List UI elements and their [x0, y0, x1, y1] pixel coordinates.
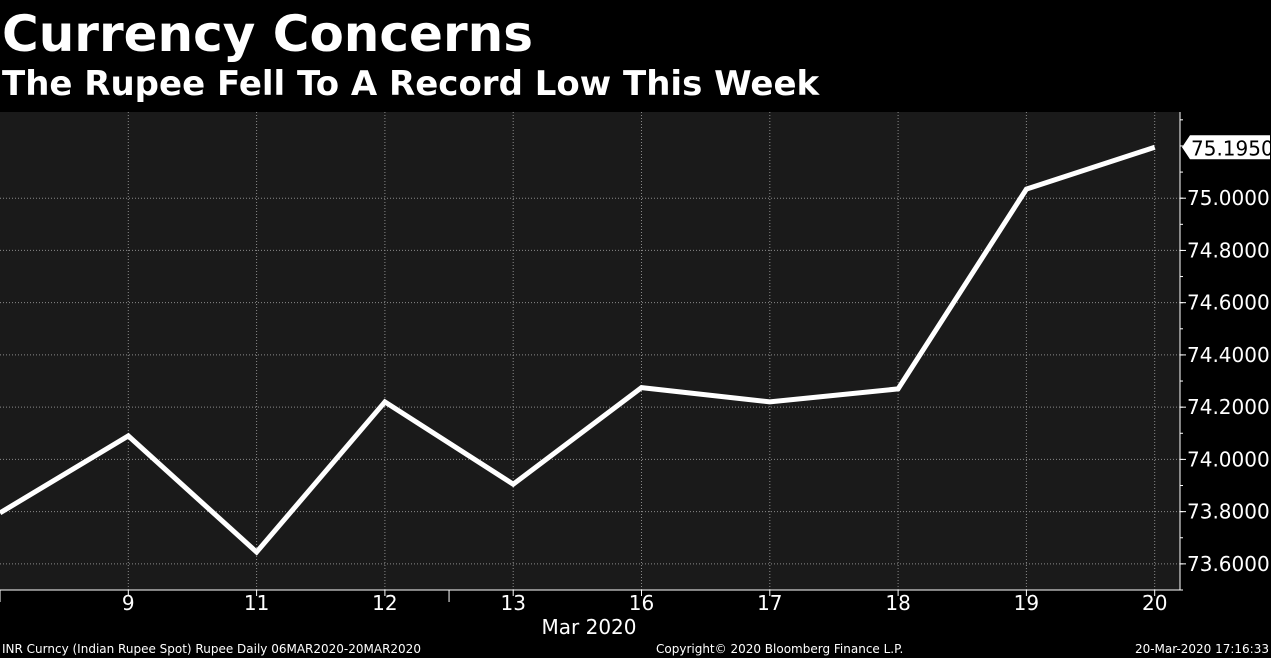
x-tick-label: 9 [122, 591, 135, 615]
y-tick-label: 73.8000 [1187, 500, 1270, 524]
footer-copyright: Copyright© 2020 Bloomberg Finance L.P. [656, 642, 904, 656]
data-point [511, 482, 515, 486]
last-value-text: 75.1950 [1191, 136, 1271, 160]
data-point [768, 400, 772, 404]
data-point [1024, 187, 1028, 191]
data-point [896, 387, 900, 391]
x-tick-label: 11 [244, 591, 269, 615]
y-tick-label: 73.6000 [1187, 552, 1270, 576]
footer-source: INR Curncy (Indian Rupee Spot) Rupee Dai… [2, 642, 421, 656]
y-tick-label: 74.6000 [1187, 291, 1270, 315]
y-tick-label: 74.8000 [1187, 238, 1270, 262]
y-tick-label: 74.4000 [1187, 343, 1270, 367]
y-tick-label: 74.0000 [1187, 447, 1270, 471]
x-tick-label: 16 [629, 591, 654, 615]
chart-subtitle: The Rupee Fell To A Record Low This Week [2, 64, 820, 104]
data-point [640, 386, 644, 390]
data-point [1153, 145, 1157, 149]
last-value-label: 75.1950 [1182, 135, 1271, 160]
x-tick-label: 12 [372, 591, 397, 615]
x-tick-label: 18 [885, 591, 910, 615]
x-axis-month-label: Mar 2020 [542, 615, 637, 639]
y-tick-label: 74.2000 [1187, 395, 1270, 419]
data-point [126, 434, 130, 438]
y-tick-label: 75.0000 [1187, 186, 1270, 210]
series-line [0, 144, 1156, 556]
x-tick-label: 17 [757, 591, 782, 615]
x-tick-label: 13 [500, 591, 525, 615]
y-axis-ticks: 73.6000 73.8000 74.0000 74.2000 74.4000 74.60… [1180, 119, 1270, 591]
last-value-tag [1182, 135, 1270, 160]
plot-area [0, 112, 1180, 590]
line-chart: 73.6000 73.8000 74.0000 74.2000 74.4000 74.60… [0, 112, 1271, 639]
data-point [255, 550, 259, 554]
x-axis-ticks: 9 11 12 13 16 17 18 19 20 [0, 590, 1167, 615]
data-point [383, 400, 387, 404]
x-tick-label: 19 [1014, 591, 1039, 615]
x-tick-label: 20 [1142, 591, 1167, 615]
chart-title: Currency Concerns [2, 5, 533, 63]
footer-timestamp: 20-Mar-2020 17:16:33 [1134, 642, 1269, 656]
